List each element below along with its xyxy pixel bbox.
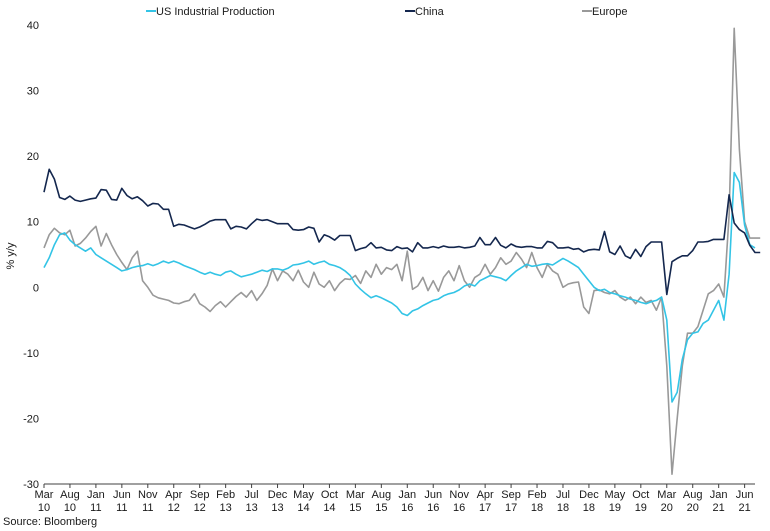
y-axis-tick-labels: 40 30 20 10 0 -10 -20 -30: [23, 20, 39, 491]
x-tick-year: 11: [142, 502, 153, 514]
y-tick-label: -30: [23, 479, 39, 491]
y-tick-label: 20: [27, 151, 39, 163]
x-tick-year: 17: [479, 502, 491, 514]
y-tick-label: -10: [23, 348, 39, 360]
x-tick-month: Jan: [398, 489, 416, 501]
x-tick-month: Mar: [346, 489, 365, 501]
y-tick-label: 40: [27, 20, 39, 32]
x-tick-month: Jul: [245, 489, 259, 501]
x-tick-month: Oct: [321, 489, 338, 501]
legend-label: US Industrial Production: [156, 6, 275, 18]
x-tick-year: 15: [349, 502, 361, 514]
x-tick-month: Jun: [424, 489, 442, 501]
legend-item-us-industrial-production: US Industrial Production: [146, 6, 275, 18]
x-axis: Mar10Aug10Jan11Jun11Nov11Apr12Sep12Feb13…: [35, 484, 754, 514]
x-tick-month: Apr: [165, 489, 182, 501]
y-tick-label: 30: [27, 86, 39, 98]
x-tick-year: 10: [38, 502, 50, 514]
legend: US Industrial Production China Europe: [146, 6, 627, 18]
x-tick-month: Feb: [216, 489, 235, 501]
legend-item-europe: Europe: [582, 6, 627, 18]
x-tick-year: 13: [271, 502, 283, 514]
x-tick-month: Jun: [113, 489, 131, 501]
x-tick-year: 15: [375, 502, 387, 514]
y-tick-label: 0: [33, 282, 39, 294]
series-line-us-industrial-production: [43, 171, 756, 403]
x-tick-month: Oct: [632, 489, 649, 501]
x-tick-month: Nov: [138, 489, 158, 501]
x-tick-month: May: [293, 489, 314, 501]
y-axis-label: % y/y: [5, 242, 17, 269]
x-tick-year: 10: [64, 502, 76, 514]
source-note: Source: Bloomberg: [3, 516, 98, 528]
series-line-china: [43, 168, 761, 296]
x-tick-month: Jun: [736, 489, 754, 501]
x-tick-year: 21: [713, 502, 725, 514]
x-tick-month: Aug: [683, 489, 703, 501]
x-tick-year: 11: [116, 502, 127, 514]
x-tick-year: 20: [687, 502, 699, 514]
x-tick-month: Dec: [579, 489, 599, 501]
x-tick-year: 13: [220, 502, 232, 514]
x-tick-year: 12: [168, 502, 180, 514]
series-line-europe: [43, 27, 761, 475]
x-tick-month: Nov: [449, 489, 469, 501]
x-tick-year: 21: [738, 502, 750, 514]
legend-item-china: China: [405, 6, 445, 18]
x-tick-year: 16: [427, 502, 439, 514]
legend-label: Europe: [592, 6, 627, 18]
x-tick-year: 19: [635, 502, 647, 514]
x-tick-month: Apr: [477, 489, 494, 501]
x-tick-year: 14: [323, 502, 335, 514]
x-tick-month: Mar: [35, 489, 54, 501]
x-tick-month: Sep: [501, 489, 521, 501]
x-tick-year: 20: [661, 502, 673, 514]
x-tick-year: 18: [531, 502, 543, 514]
x-tick-year: 14: [297, 502, 309, 514]
x-tick-month: Feb: [528, 489, 547, 501]
series-lines: [43, 27, 761, 475]
x-tick-year: 17: [505, 502, 517, 514]
x-tick-year: 13: [245, 502, 257, 514]
x-tick-year: 16: [453, 502, 465, 514]
x-tick-month: Jul: [556, 489, 570, 501]
x-tick-year: 18: [583, 502, 595, 514]
x-tick-year: 16: [401, 502, 413, 514]
y-tick-label: 10: [27, 217, 39, 229]
x-tick-month: Mar: [657, 489, 676, 501]
legend-label: China: [415, 6, 445, 18]
x-tick-year: 18: [557, 502, 569, 514]
x-tick-month: Jan: [710, 489, 728, 501]
x-tick-month: Aug: [60, 489, 80, 501]
x-tick-year: 12: [194, 502, 206, 514]
x-tick-month: May: [604, 489, 625, 501]
x-tick-month: Dec: [268, 489, 288, 501]
x-tick-year: 11: [90, 502, 101, 514]
x-tick-month: Aug: [372, 489, 392, 501]
x-tick-month: Sep: [190, 489, 210, 501]
y-tick-label: -20: [23, 413, 39, 425]
x-tick-year: 19: [609, 502, 621, 514]
x-tick-month: Jan: [87, 489, 105, 501]
